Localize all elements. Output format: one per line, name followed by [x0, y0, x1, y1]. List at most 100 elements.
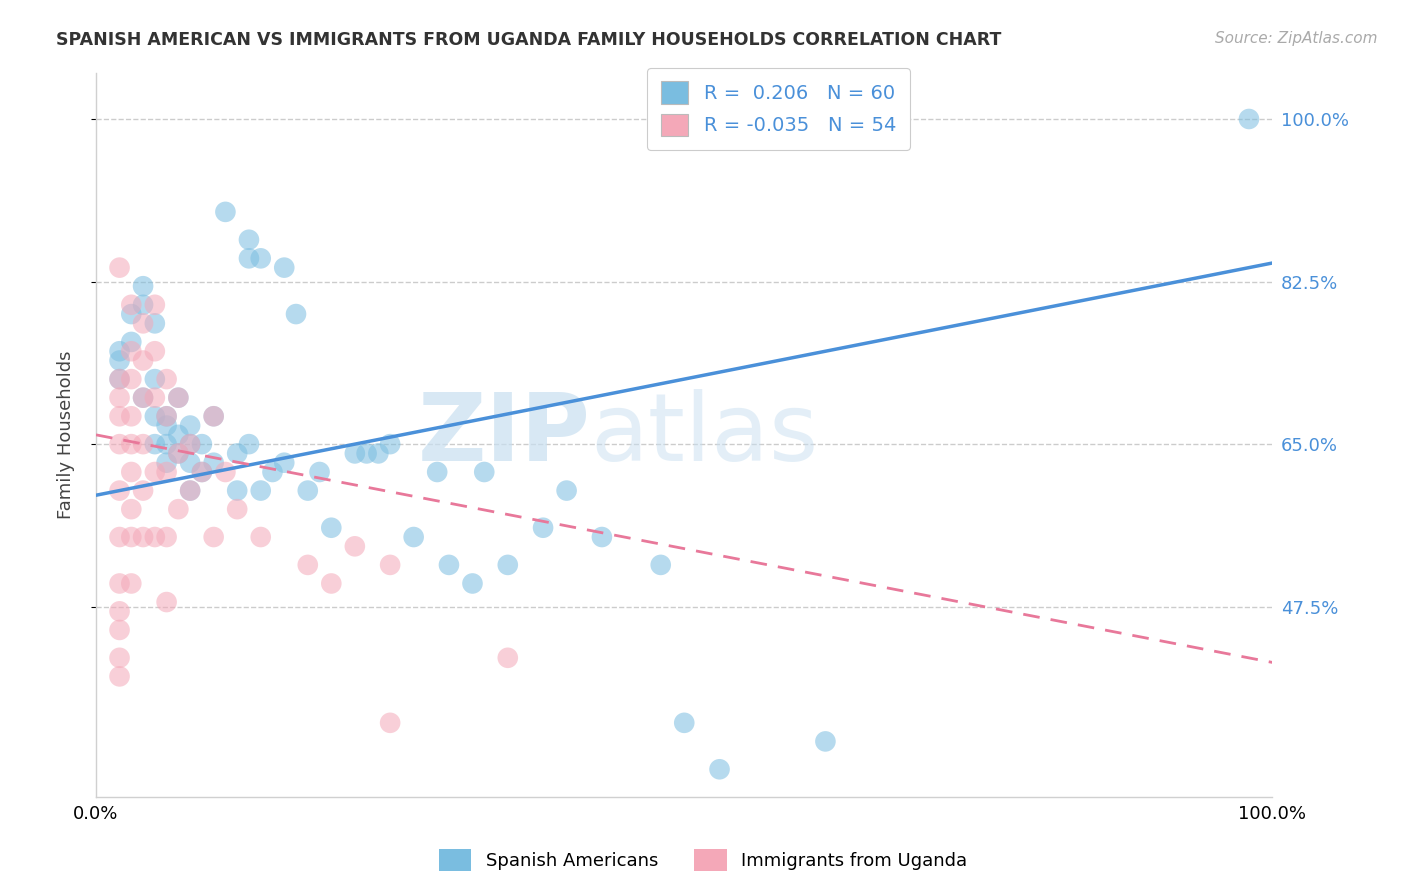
- Point: [143, 344, 166, 359]
- Point: [143, 317, 166, 331]
- Text: ZIP: ZIP: [418, 389, 591, 481]
- Point: [132, 353, 155, 368]
- Point: [143, 465, 166, 479]
- Point: [472, 465, 495, 479]
- Y-axis label: Family Households: Family Households: [58, 351, 75, 519]
- Point: [273, 456, 295, 470]
- Point: [650, 558, 672, 572]
- Point: [343, 539, 366, 553]
- Point: [226, 446, 249, 460]
- Point: [202, 409, 225, 424]
- Point: [167, 427, 190, 442]
- Point: [155, 530, 177, 544]
- Point: [179, 437, 201, 451]
- Text: atlas: atlas: [591, 389, 818, 481]
- Point: [108, 604, 131, 618]
- Point: [108, 623, 131, 637]
- Point: [132, 279, 155, 293]
- Point: [179, 418, 201, 433]
- Point: [155, 595, 177, 609]
- Point: [120, 344, 142, 359]
- Point: [226, 483, 249, 498]
- Point: [108, 576, 131, 591]
- Point: [308, 465, 330, 479]
- Point: [378, 437, 401, 451]
- Point: [249, 483, 271, 498]
- Point: [108, 530, 131, 544]
- Text: Source: ZipAtlas.com: Source: ZipAtlas.com: [1215, 31, 1378, 46]
- Point: [378, 558, 401, 572]
- Point: [132, 530, 155, 544]
- Point: [297, 558, 319, 572]
- Point: [262, 465, 284, 479]
- Text: SPANISH AMERICAN VS IMMIGRANTS FROM UGANDA FAMILY HOUSEHOLDS CORRELATION CHART: SPANISH AMERICAN VS IMMIGRANTS FROM UGAN…: [56, 31, 1001, 49]
- Point: [343, 446, 366, 460]
- Point: [167, 502, 190, 516]
- Point: [238, 437, 260, 451]
- Point: [673, 715, 696, 730]
- Point: [120, 334, 142, 349]
- Point: [155, 465, 177, 479]
- Point: [108, 437, 131, 451]
- Point: [496, 558, 519, 572]
- Point: [132, 437, 155, 451]
- Point: [321, 576, 343, 591]
- Point: [108, 260, 131, 275]
- Point: [238, 233, 260, 247]
- Point: [591, 530, 613, 544]
- Point: [132, 391, 155, 405]
- Point: [461, 576, 484, 591]
- Point: [143, 391, 166, 405]
- Point: [108, 372, 131, 386]
- Point: [202, 409, 225, 424]
- Point: [179, 456, 201, 470]
- Point: [108, 409, 131, 424]
- Point: [120, 298, 142, 312]
- Point: [202, 530, 225, 544]
- Point: [437, 558, 460, 572]
- Point: [155, 409, 177, 424]
- Point: [132, 483, 155, 498]
- Point: [143, 409, 166, 424]
- Legend: Spanish Americans, Immigrants from Uganda: Spanish Americans, Immigrants from Ugand…: [432, 842, 974, 879]
- Point: [120, 576, 142, 591]
- Point: [426, 465, 449, 479]
- Point: [108, 353, 131, 368]
- Point: [709, 762, 731, 776]
- Point: [155, 437, 177, 451]
- Point: [179, 437, 201, 451]
- Point: [108, 650, 131, 665]
- Point: [108, 344, 131, 359]
- Point: [496, 650, 519, 665]
- Point: [191, 465, 214, 479]
- Point: [249, 252, 271, 266]
- Point: [167, 446, 190, 460]
- Point: [179, 483, 201, 498]
- Point: [108, 391, 131, 405]
- Point: [1237, 112, 1260, 126]
- Point: [321, 521, 343, 535]
- Legend: R =  0.206   N = 60, R = -0.035   N = 54: R = 0.206 N = 60, R = -0.035 N = 54: [647, 68, 910, 150]
- Point: [167, 391, 190, 405]
- Point: [143, 530, 166, 544]
- Point: [120, 502, 142, 516]
- Point: [814, 734, 837, 748]
- Point: [179, 483, 201, 498]
- Point: [120, 437, 142, 451]
- Point: [356, 446, 378, 460]
- Point: [555, 483, 578, 498]
- Point: [143, 372, 166, 386]
- Point: [155, 456, 177, 470]
- Point: [155, 409, 177, 424]
- Point: [120, 530, 142, 544]
- Point: [155, 418, 177, 433]
- Point: [297, 483, 319, 498]
- Point: [120, 307, 142, 321]
- Point: [108, 372, 131, 386]
- Point: [120, 372, 142, 386]
- Point: [378, 715, 401, 730]
- Point: [226, 502, 249, 516]
- Point: [191, 437, 214, 451]
- Point: [249, 530, 271, 544]
- Point: [108, 483, 131, 498]
